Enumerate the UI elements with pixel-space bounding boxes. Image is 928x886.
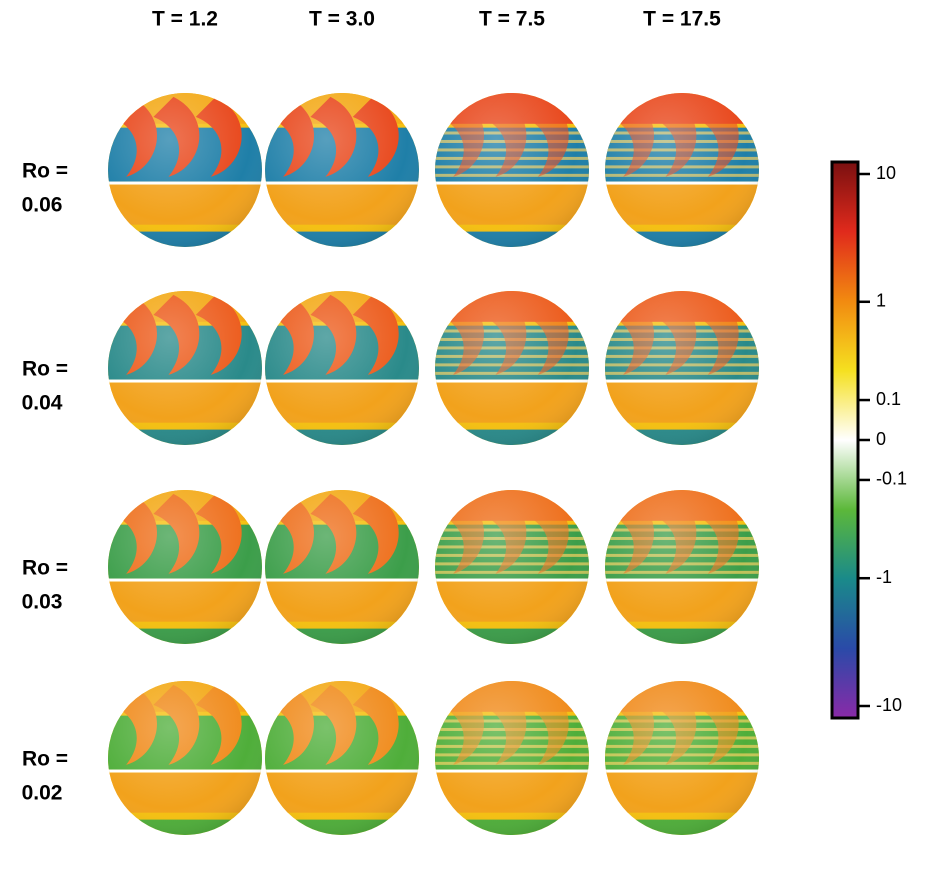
shading [435,490,589,644]
sphere [108,291,262,445]
shading [108,490,262,644]
row-value: 0.03 [22,591,63,614]
row-value: 0.06 [22,194,63,217]
sphere [108,490,262,644]
colorbar-tick-label: 10 [876,163,896,183]
shading [435,93,589,247]
sphere [108,681,262,835]
shading [435,681,589,835]
shading [605,93,759,247]
colorbar [830,160,860,720]
shading [108,93,262,247]
sphere [265,681,419,835]
column-title: T = 17.5 [643,8,721,31]
row-label: Ro = [22,748,68,771]
shading [265,93,419,247]
shading [605,681,759,835]
sphere [265,490,419,644]
sphere [605,291,759,445]
row-label: Ro = [22,160,68,183]
row-label: Ro = [22,557,68,580]
colorbar-tick-label: -1 [876,567,892,587]
colorbar-tick-label: -10 [876,695,902,715]
column-title: T = 3.0 [309,8,375,31]
column-title: T = 7.5 [479,8,545,31]
row-label: Ro = [22,358,68,381]
sphere [435,93,589,247]
colorbar-tick-label: 1 [876,291,886,311]
sphere [108,93,262,247]
shading [605,490,759,644]
colorbar-tick-label: -0.1 [876,469,907,489]
shading [265,681,419,835]
sphere [605,490,759,644]
sphere [265,93,419,247]
sphere [605,93,759,247]
sphere [265,291,419,445]
shading [108,291,262,445]
shading [265,490,419,644]
shading [108,681,262,835]
row-value: 0.04 [22,392,63,415]
sphere [605,681,759,835]
colorbar-tick-label: 0 [876,429,886,449]
column-title: T = 1.2 [152,8,218,31]
sphere [435,681,589,835]
sphere [435,291,589,445]
shading [605,291,759,445]
colorbar-tick-label: 0.1 [876,389,901,409]
sphere [435,490,589,644]
shading [265,291,419,445]
row-value: 0.02 [22,782,63,805]
shading [435,291,589,445]
